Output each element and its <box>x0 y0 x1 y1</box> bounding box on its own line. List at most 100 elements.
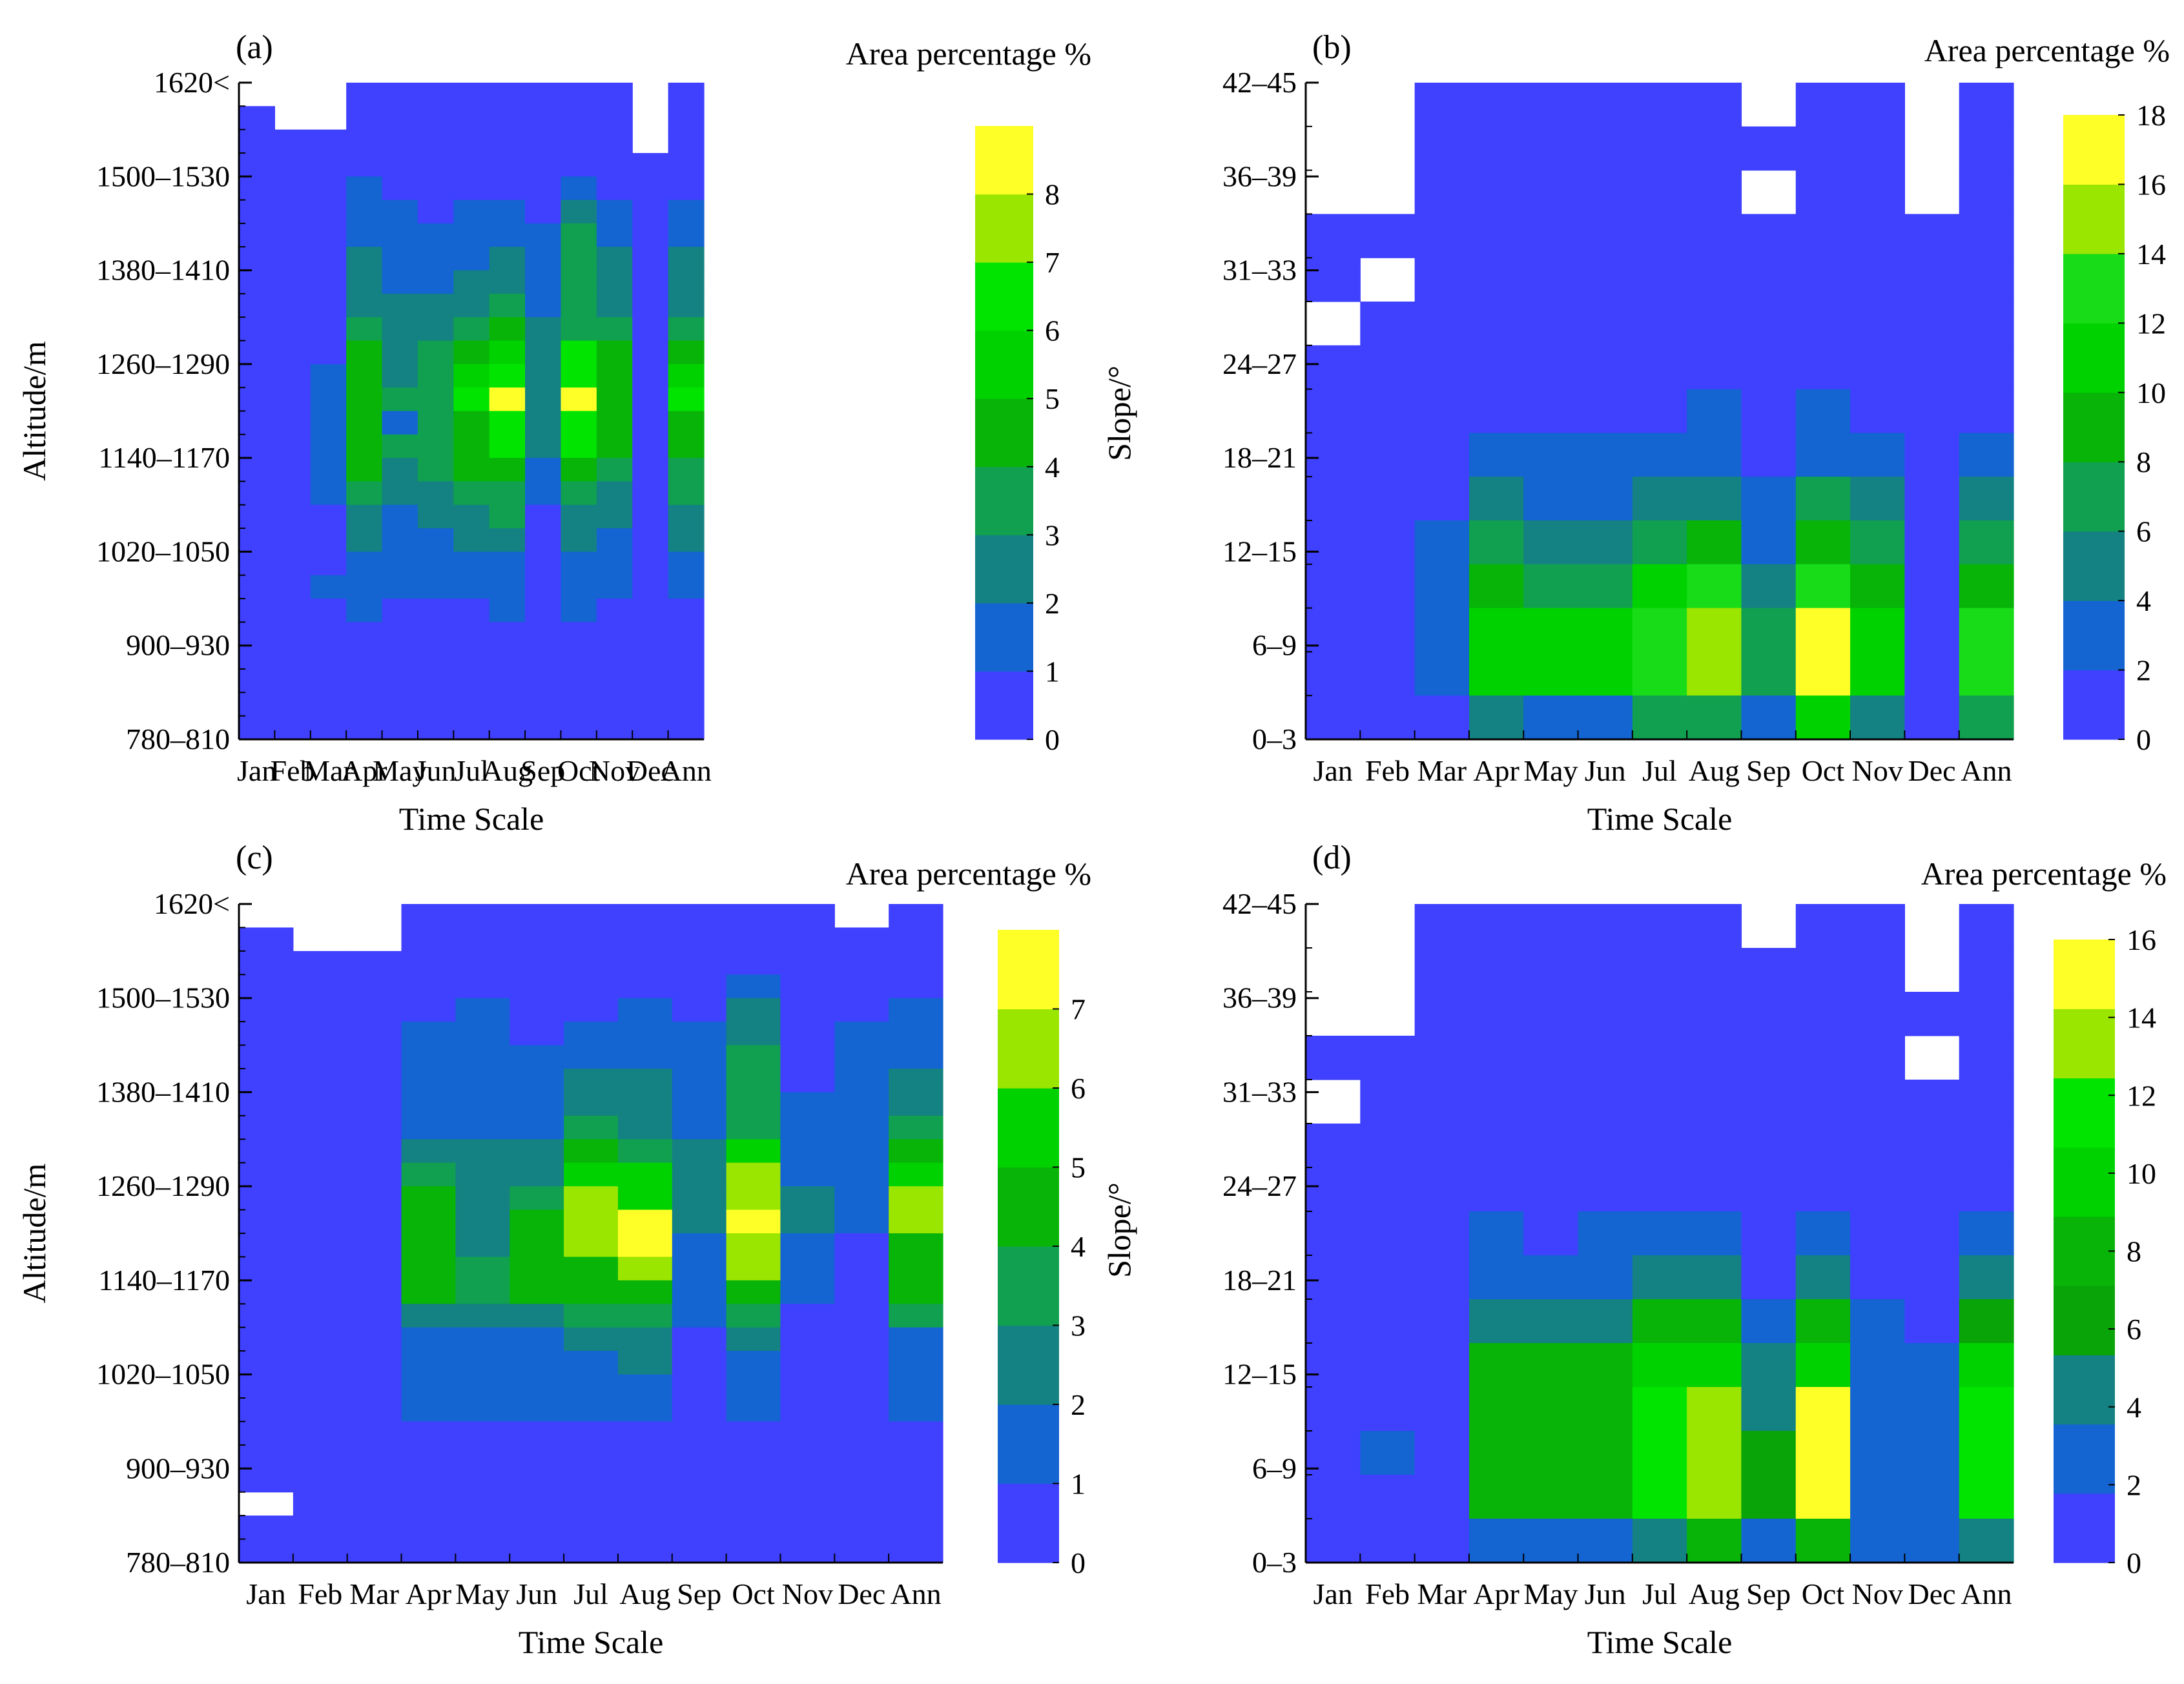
heatmap-cell <box>239 1468 294 1493</box>
heatmap-cell <box>382 504 418 529</box>
heatmap-cell <box>455 1539 510 1563</box>
heatmap-cell <box>1360 1080 1416 1124</box>
heatmap-cell <box>780 927 835 952</box>
heatmap-cell <box>672 1515 727 1540</box>
heatmap-cell <box>346 669 383 693</box>
heatmap-cell <box>596 247 633 271</box>
heatmap-cell <box>346 340 383 365</box>
heatmap-cell <box>239 1304 294 1328</box>
heatmap-cell <box>564 1233 619 1258</box>
heatmap-cell <box>672 974 727 999</box>
heatmap-cell <box>1795 564 1851 609</box>
colorbar-tick-label: 4 <box>2127 1391 2141 1424</box>
heatmap-cell <box>1795 1255 1851 1300</box>
colorbar-swatch <box>2054 1493 2115 1563</box>
colorbar: 0 1 2 3 4 5 6 7 <box>998 930 1086 1579</box>
heatmap-cell <box>1360 389 1416 433</box>
heatmap-cell <box>1523 477 1579 521</box>
heatmap-cell <box>632 645 669 670</box>
heatmap-cell <box>1468 170 1524 214</box>
heatmap-cell <box>455 1280 510 1304</box>
heatmap-cell <box>401 1022 456 1046</box>
heatmap-cell <box>668 669 705 693</box>
heatmap-cell <box>1578 258 1633 302</box>
y-tick-label: 0–3 <box>1252 723 1297 755</box>
colorbar-tick-label: 0 <box>2127 1546 2141 1579</box>
heatmap-cell <box>239 715 275 740</box>
heatmap-cell <box>1795 477 1851 521</box>
heatmap-cell <box>1850 1124 1905 1168</box>
heatmap-cell <box>1632 1080 1687 1124</box>
heatmap-cell <box>889 974 943 999</box>
x-tick-label: Sep <box>1746 1577 1791 1610</box>
heatmap-cell <box>632 247 669 271</box>
heatmap-cell <box>1687 214 1742 258</box>
x-tick-label: Feb <box>1365 754 1410 787</box>
heatmap-cell <box>672 1374 727 1399</box>
heatmap-cell <box>564 1069 619 1093</box>
heatmap-cell <box>561 481 597 506</box>
heatmap-cell <box>347 998 402 1022</box>
heatmap-cell <box>1468 83 1524 127</box>
heatmap-cell <box>510 1257 564 1281</box>
heatmap-cell <box>632 176 669 201</box>
heatmap-cell <box>293 1162 348 1187</box>
heatmap-cell <box>274 599 311 622</box>
heatmap-cell <box>239 1092 294 1116</box>
heatmap-cell <box>1959 992 2014 1036</box>
heatmap-cell <box>382 176 418 201</box>
heatmap-cell <box>1306 695 1361 740</box>
heatmap-cell <box>561 223 597 247</box>
colorbar-swatch <box>975 671 1033 740</box>
heatmap-cell <box>525 434 562 458</box>
heatmap-cell <box>889 1304 943 1328</box>
heatmap-cell <box>1795 992 1851 1036</box>
heatmap-cell <box>293 1398 348 1422</box>
heatmap-cell <box>1687 126 1742 171</box>
heatmap-cell <box>1795 608 1851 652</box>
heatmap-cell <box>382 551 418 576</box>
colorbar-tick-label: 4 <box>1045 451 1060 484</box>
heatmap-cell <box>1360 564 1416 609</box>
heatmap-cell <box>561 364 597 388</box>
heatmap-cell <box>1523 1299 1579 1344</box>
heatmap-cell <box>1468 948 1524 992</box>
heatmap-cell <box>239 1444 294 1469</box>
heatmap-cell <box>1578 302 1633 346</box>
heatmap-cell <box>1523 1211 1579 1256</box>
x-tick-label: Mar <box>1417 1577 1467 1610</box>
heatmap-cell <box>1578 433 1633 477</box>
heatmap-cell <box>1468 1431 1524 1475</box>
heatmap-cell <box>1687 1036 1742 1080</box>
colorbar-tick-label: 0 <box>1071 1546 1086 1579</box>
heatmap-cell <box>834 974 889 999</box>
heatmap-cell <box>239 270 275 294</box>
heatmap-cell <box>293 1280 348 1304</box>
heatmap-cell <box>780 1327 835 1351</box>
x-tick-label: Mar <box>349 1577 399 1610</box>
heatmap-cell <box>401 1398 456 1422</box>
heatmap-cell <box>1360 1124 1416 1168</box>
heatmap-cell <box>672 1209 727 1234</box>
heatmap-cell <box>1795 1124 1851 1168</box>
heatmap-cell <box>346 411 383 435</box>
heatmap-cell <box>564 1468 619 1493</box>
heatmap-cell <box>561 83 597 107</box>
heatmap-cell <box>417 340 454 365</box>
heatmap-cell <box>489 411 526 435</box>
x-tick-label: Ann <box>1961 1577 2012 1610</box>
heatmap-cell <box>525 317 562 342</box>
heatmap-cell <box>239 247 275 271</box>
heatmap-cell <box>417 599 454 622</box>
heatmap-cell <box>382 152 418 177</box>
heatmap-cell <box>1523 1124 1579 1168</box>
x-tick-label: Oct <box>1802 754 1845 787</box>
heatmap-cell <box>561 270 597 294</box>
heatmap-cell <box>1741 1431 1797 1475</box>
heatmap-cell <box>417 293 454 318</box>
heatmap-cell <box>1306 1036 1361 1080</box>
heatmap-cell <box>561 293 597 318</box>
heatmap-cell <box>632 270 669 294</box>
heatmap-cell <box>1959 564 2014 609</box>
heatmap-cell <box>510 1421 564 1446</box>
